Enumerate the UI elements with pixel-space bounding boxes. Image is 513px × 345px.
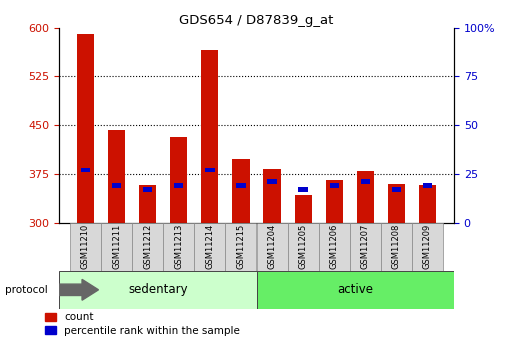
Text: GSM11215: GSM11215 — [236, 224, 245, 269]
Text: GSM11208: GSM11208 — [392, 224, 401, 269]
Bar — [381, 223, 412, 271]
Bar — [264, 169, 281, 223]
Bar — [357, 170, 374, 223]
Bar — [201, 50, 219, 223]
Bar — [77, 34, 94, 223]
Text: GSM11204: GSM11204 — [268, 224, 277, 269]
Bar — [329, 183, 339, 188]
Text: GSM11206: GSM11206 — [330, 224, 339, 269]
Bar — [361, 179, 370, 184]
Bar — [350, 223, 381, 271]
Text: GSM11213: GSM11213 — [174, 224, 183, 269]
Bar — [294, 195, 312, 223]
Text: GSM11205: GSM11205 — [299, 224, 308, 269]
Bar — [423, 183, 432, 188]
Text: active: active — [337, 283, 373, 296]
Text: GSM11214: GSM11214 — [205, 224, 214, 269]
Text: sedentary: sedentary — [128, 283, 188, 296]
Bar — [392, 187, 401, 192]
Bar — [288, 223, 319, 271]
Text: GSM11209: GSM11209 — [423, 224, 432, 269]
Text: GSM11211: GSM11211 — [112, 224, 121, 269]
Text: protocol: protocol — [5, 285, 48, 295]
Bar — [163, 223, 194, 271]
Bar — [174, 183, 184, 188]
Bar — [232, 159, 249, 223]
Bar — [319, 223, 350, 271]
Bar — [326, 180, 343, 223]
Bar — [101, 223, 132, 271]
Bar — [59, 271, 256, 309]
Bar — [170, 137, 187, 223]
Bar — [225, 223, 256, 271]
FancyArrow shape — [59, 279, 98, 300]
Bar — [139, 185, 156, 223]
Text: GSM11207: GSM11207 — [361, 224, 370, 269]
Bar — [256, 223, 288, 271]
Bar — [143, 187, 152, 192]
Bar — [108, 130, 125, 223]
Bar — [419, 185, 436, 223]
Bar — [132, 223, 163, 271]
Bar — [70, 223, 101, 271]
Text: GSM11210: GSM11210 — [81, 224, 90, 269]
Text: GDS654 / D87839_g_at: GDS654 / D87839_g_at — [180, 14, 333, 27]
Bar — [81, 168, 90, 172]
Bar — [412, 223, 443, 271]
Bar — [205, 168, 214, 172]
Text: GSM11212: GSM11212 — [143, 224, 152, 269]
Bar — [194, 223, 225, 271]
Bar — [256, 271, 454, 309]
Bar — [267, 179, 277, 184]
Bar — [112, 183, 121, 188]
Legend: count, percentile rank within the sample: count, percentile rank within the sample — [41, 308, 244, 340]
Bar — [299, 187, 308, 192]
Bar — [236, 183, 246, 188]
Bar — [388, 184, 405, 223]
